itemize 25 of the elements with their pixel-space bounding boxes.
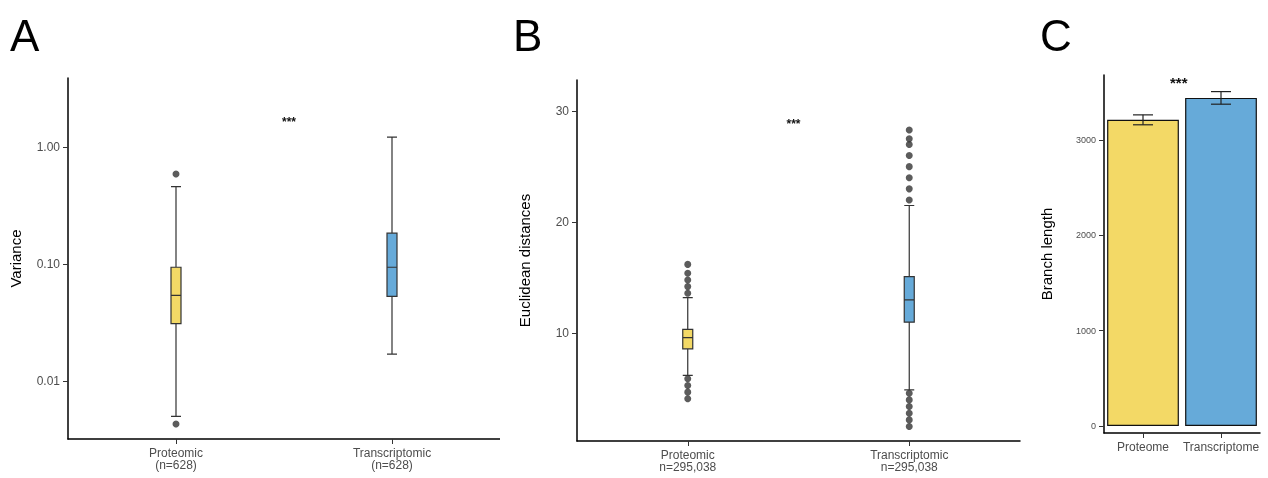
y-tick-label: 3000 xyxy=(1075,134,1096,145)
x-tick-label: Proteomic n=295,038 xyxy=(659,448,717,474)
chart-title: A xyxy=(10,10,40,60)
chart-title: B xyxy=(513,10,543,60)
y-tick-label: 30 xyxy=(555,104,570,119)
y-tick-label: 1000 xyxy=(1075,325,1096,336)
x-tick-label: Transcriptomic (n=628) xyxy=(352,446,432,472)
x-tick-label: Transcriptome xyxy=(1182,440,1260,454)
chart-title: C xyxy=(1040,10,1072,60)
y-tick-label: 0 xyxy=(1090,421,1096,432)
annotation: *** xyxy=(282,115,297,129)
annotation: *** xyxy=(1170,74,1188,91)
y-tick-label: 0.01 xyxy=(36,374,61,389)
y-tick-label: 0.10 xyxy=(36,257,61,272)
y-axis-title: Euclidean distances xyxy=(516,193,533,328)
x-tick-label: Proteome xyxy=(1116,440,1170,454)
annotation: *** xyxy=(786,117,801,131)
x-tick-label: Proteomic (n=628) xyxy=(148,446,204,472)
x-tick-label: Transcriptomic n=295,038 xyxy=(870,448,949,474)
y-tick-label: 20 xyxy=(555,215,570,230)
y-tick-label: 2000 xyxy=(1075,230,1096,241)
y-tick-label: 1.00 xyxy=(36,140,61,155)
y-tick-label: 10 xyxy=(555,326,570,341)
y-axis-title: Branch length xyxy=(1038,207,1055,301)
y-axis-title: Variance xyxy=(7,229,24,288)
